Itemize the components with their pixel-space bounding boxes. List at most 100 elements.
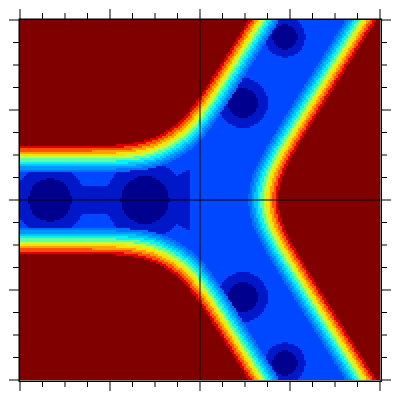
contour-band (230, 338, 232, 340)
contour-band (162, 182, 190, 184)
contour-band (256, 304, 266, 306)
contour-band (206, 298, 210, 300)
contour-band (152, 140, 160, 142)
contour-band (212, 300, 214, 302)
contour-band (186, 280, 190, 282)
contour-band (334, 48, 336, 50)
contour-band (214, 122, 228, 124)
contour-band (190, 138, 194, 140)
contour-band (282, 158, 284, 160)
contour-band (164, 260, 170, 262)
contour-band (286, 248, 288, 250)
contour-band (320, 332, 322, 334)
contour-band (266, 366, 268, 368)
contour-band (274, 144, 278, 146)
contour-band (218, 68, 222, 70)
contour-band (134, 142, 146, 144)
contour-band (254, 372, 256, 374)
contour-band (218, 312, 222, 314)
contour-band (206, 306, 208, 308)
contour-band (272, 138, 274, 140)
contour-band (168, 246, 174, 248)
contour-band (216, 284, 220, 286)
contour-band (260, 206, 264, 208)
contour-band (202, 260, 272, 262)
contour-band (282, 176, 380, 178)
contour-band (310, 278, 314, 280)
contour-band (250, 182, 254, 184)
contour-band (240, 32, 244, 34)
contour-band (322, 76, 326, 78)
contour-band (366, 368, 370, 370)
contour-band (280, 260, 284, 262)
contour-band (192, 124, 196, 126)
contour-band (278, 170, 282, 172)
contour-band (256, 94, 266, 96)
contour-band (270, 364, 272, 366)
contour-band (286, 128, 290, 130)
contour-band (258, 38, 262, 40)
contour-band (340, 370, 342, 372)
contour-band (298, 346, 324, 348)
contour-band (180, 256, 184, 258)
contour-band (312, 286, 316, 288)
contour-band (258, 34, 260, 36)
contour-band (186, 276, 190, 278)
contour-band (128, 216, 162, 218)
contour-band (202, 98, 204, 100)
contour-band (204, 122, 208, 124)
contour-band (158, 150, 166, 152)
contour-band (294, 28, 304, 30)
contour-band (248, 66, 250, 68)
contour-band (168, 204, 190, 206)
contour-band (208, 120, 212, 122)
contour-band (304, 354, 330, 356)
contour-band (340, 352, 344, 354)
contour-band (282, 168, 286, 170)
contour-band (20, 146, 124, 148)
contour-band (272, 184, 274, 186)
contour-band (314, 298, 316, 300)
contour-band (312, 302, 316, 304)
contour-band (234, 332, 238, 334)
contour-band (308, 104, 310, 106)
contour-band (214, 112, 218, 114)
contour-band (236, 126, 250, 128)
contour-band (244, 32, 246, 34)
contour-band (214, 310, 218, 312)
contour-band (278, 378, 298, 380)
contour-band (202, 130, 204, 132)
contour-band (350, 366, 352, 368)
contour-band (224, 88, 228, 90)
contour-band (204, 114, 206, 116)
contour-band (246, 334, 248, 336)
contour-band (190, 130, 194, 132)
contour-band (288, 278, 292, 280)
contour-band (332, 74, 336, 76)
contour-band (364, 40, 380, 42)
contour-band (202, 264, 206, 266)
contour-band (338, 338, 342, 340)
contour-band (208, 286, 212, 288)
contour-band (328, 350, 330, 352)
contour-band (240, 360, 244, 362)
contour-band (266, 40, 274, 42)
contour-band (208, 104, 210, 106)
contour-band (74, 224, 114, 226)
contour-band (296, 40, 304, 42)
contour-band (256, 346, 258, 348)
contour-band (218, 78, 220, 80)
contour-band (326, 54, 330, 56)
contour-band (306, 96, 310, 98)
contour-band (46, 178, 54, 180)
contour-band (70, 206, 122, 208)
contour-band (138, 176, 152, 178)
contour-band (268, 372, 272, 374)
contour-band (362, 28, 364, 30)
contour-band (234, 356, 238, 358)
contour-band (366, 378, 370, 380)
contour-band (190, 176, 252, 178)
contour-band (142, 152, 154, 154)
contour-band (234, 46, 238, 48)
contour-band (310, 92, 312, 94)
